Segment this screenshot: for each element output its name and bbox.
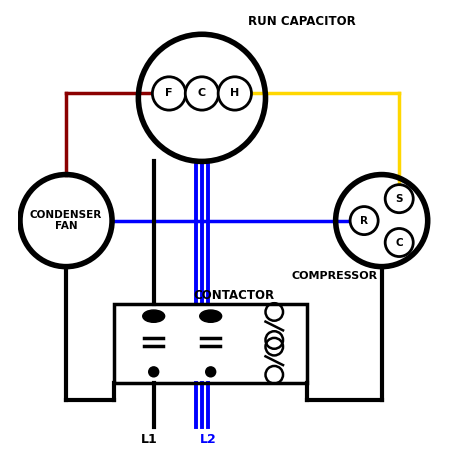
Ellipse shape bbox=[200, 310, 222, 322]
Text: COMPRESSOR: COMPRESSOR bbox=[291, 271, 377, 281]
Text: H: H bbox=[230, 88, 239, 98]
Text: C: C bbox=[198, 88, 206, 98]
Circle shape bbox=[218, 77, 252, 110]
Circle shape bbox=[185, 77, 219, 110]
Text: F: F bbox=[165, 88, 173, 98]
Circle shape bbox=[350, 207, 378, 235]
Bar bbox=[114, 304, 307, 383]
Text: RUN CAPACITOR: RUN CAPACITOR bbox=[248, 15, 356, 28]
Text: CONTACTOR: CONTACTOR bbox=[193, 289, 274, 302]
Circle shape bbox=[385, 229, 413, 256]
Ellipse shape bbox=[143, 310, 164, 322]
Text: R: R bbox=[360, 216, 368, 225]
Text: S: S bbox=[395, 194, 403, 204]
Circle shape bbox=[385, 185, 413, 213]
Circle shape bbox=[152, 77, 186, 110]
Circle shape bbox=[148, 366, 159, 378]
Text: L1: L1 bbox=[141, 433, 158, 446]
Text: CONDENSER
FAN: CONDENSER FAN bbox=[30, 210, 102, 231]
Text: L2: L2 bbox=[200, 433, 217, 446]
Circle shape bbox=[205, 366, 217, 378]
Text: C: C bbox=[395, 238, 403, 247]
